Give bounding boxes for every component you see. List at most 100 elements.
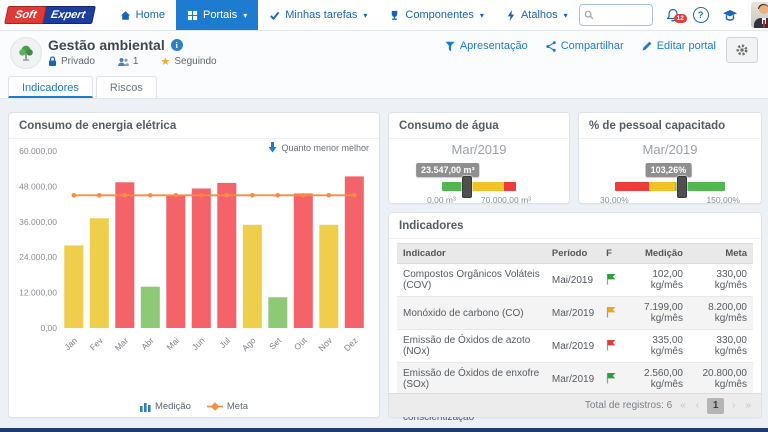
indicators-table: Indicador Período F Medição Meta Compost… (397, 243, 753, 432)
pagination-last[interactable]: » (745, 400, 751, 411)
svg-text:60.000,00: 60.000,00 (19, 146, 57, 156)
flag-icon (607, 372, 616, 383)
pagination-prev[interactable]: ‹ (695, 400, 700, 411)
logo-expert: Expert (40, 6, 97, 24)
table-row[interactable]: Monóxido de carbono (CO) Mar/2019 7.199,00… (397, 296, 753, 330)
notifications-button[interactable]: 12 (666, 8, 687, 23)
gauge-track: 103,26% (615, 163, 725, 198)
gauge-value-badge: 103,26% (645, 163, 692, 177)
table-row[interactable]: Emissão de Óxidos de enxofre (SOx) Mar/20… (397, 362, 753, 396)
cell-farol (600, 329, 626, 363)
cell-medicao: 102,00 kg/mês (625, 263, 689, 297)
cell-farol (600, 362, 626, 396)
line-diamond-icon (206, 402, 223, 411)
flag-icon (607, 306, 616, 317)
svg-text:Jul: Jul (217, 335, 232, 350)
navbar-right-group: 12 ? (578, 2, 768, 28)
legend-meta: Meta (206, 401, 248, 412)
table-row[interactable]: Emissão de Óxidos de azoto (NOx) Mar/2019… (397, 329, 753, 363)
col-farol[interactable]: F (600, 243, 626, 264)
table-header-row: Indicador Período F Medição Meta (397, 243, 753, 264)
nav-item-portais[interactable]: Portais ▾ (175, 0, 259, 30)
cell-periodo: Mar/2019 (545, 329, 601, 363)
svg-text:Nov: Nov (316, 335, 334, 353)
indicators-table-card: Indicadores Indicador Período F Medição … (388, 212, 762, 432)
caret-down-icon: ▾ (363, 10, 368, 20)
pagination-next[interactable]: › (732, 400, 736, 411)
water-gauge-card: Consumo de água Mar/2019 23.547,00 m³ 0,… (388, 112, 570, 205)
gauge-title: % de pessoal capacitado (579, 113, 761, 139)
col-medicao[interactable]: Medição (625, 243, 689, 264)
caret-down-icon: ▾ (563, 10, 568, 20)
nav-item-home[interactable]: Home (109, 0, 176, 30)
nav-item-atalhos[interactable]: Atalhos ▾ (495, 0, 579, 30)
caret-down-icon: ▾ (479, 10, 484, 20)
svg-text:Fev: Fev (88, 335, 106, 353)
bolt-icon (507, 9, 515, 21)
svg-text:36.000,00: 36.000,00 (19, 217, 57, 227)
svg-text:48.000,00: 48.000,00 (19, 181, 57, 191)
edit-portal-button[interactable]: Editar portal (642, 40, 716, 52)
chart-legend: Medição Meta (9, 401, 379, 412)
notification-count-badge: 12 (673, 13, 687, 23)
user-avatar[interactable] (750, 2, 768, 28)
tab-indicadores[interactable]: Indicadores (8, 76, 93, 98)
personnel-gauge-card: % de pessoal capacitado Mar/2019 103,26%… (578, 112, 762, 205)
svg-text:24.000,00: 24.000,00 (19, 252, 57, 262)
cell-indicador: Emissão de Óxidos de azoto (NOx) (397, 329, 546, 363)
col-periodo[interactable]: Período (545, 243, 601, 264)
svg-text:12.000,00: 12.000,00 (19, 288, 57, 298)
cell-medicao: 7.199,00 kg/mês (625, 296, 689, 330)
gauge-marker[interactable] (461, 176, 472, 198)
following-toggle[interactable]: ★ Seguindo (160, 55, 217, 68)
academy-button[interactable] (722, 9, 738, 22)
cell-farol (600, 263, 626, 297)
cell-meta: 20.800,00 kg/mês (688, 362, 753, 396)
softexpert-logo[interactable]: Soft Expert (4, 6, 97, 24)
search-input[interactable] (593, 8, 642, 22)
pagination-page-1[interactable]: 1 (707, 397, 725, 414)
presentation-button[interactable]: Apresentação (445, 40, 528, 52)
page-title: Gestão ambiental (48, 37, 165, 53)
gauge-period: Mar/2019 (642, 142, 698, 157)
trophy-icon (392, 10, 398, 20)
pencil-icon (642, 41, 652, 51)
cell-farol (600, 296, 626, 330)
gauge-track: 23.547,00 m³ (416, 163, 516, 198)
cell-medicao: 2.560,00 kg/mês (625, 362, 689, 396)
privacy-status: Privado (48, 56, 95, 67)
help-button[interactable]: ? (692, 7, 709, 23)
legend-medicao: Medição (139, 401, 191, 412)
pagination-first[interactable]: « (680, 400, 686, 411)
info-icon[interactable]: i (170, 39, 183, 51)
gauge-segments (615, 182, 725, 191)
page-footer-bar (0, 428, 768, 432)
table-row[interactable]: Compostos Orgânicos Voláteis (COV) Mai/20… (397, 263, 753, 297)
nav-item-componentes[interactable]: Componentes ▾ (378, 0, 495, 30)
col-meta[interactable]: Meta (688, 243, 753, 264)
cell-indicador: Emissão de Óxidos de enxofre (SOx) (397, 362, 546, 396)
svg-text:Mar: Mar (113, 335, 131, 353)
flag-icon (607, 339, 616, 350)
gauge-segments (442, 182, 516, 191)
nav-item-minhas-tarefas[interactable]: Minhas tarefas ▾ (258, 0, 378, 30)
tab-riscos[interactable]: Riscos (95, 76, 157, 98)
gauge-max-label: 150,00% (706, 195, 740, 205)
col-indicador[interactable]: Indicador (397, 243, 546, 264)
cell-periodo: Mar/2019 (545, 296, 601, 330)
portal-header: Gestão ambiental i Privado 1 ★ Seguindo … (0, 30, 768, 72)
cell-periodo: Mai/2019 (545, 263, 601, 297)
cell-indicador: Monóxido de carbono (CO) (397, 296, 546, 330)
portal-content: Consumo de energia elétrica Quanto menor… (0, 99, 768, 432)
flag-icon (607, 273, 616, 284)
home-icon (120, 10, 130, 20)
gauge-min-label: 0,00 m³ (427, 195, 456, 205)
gauge-marker[interactable] (677, 176, 688, 198)
share-button[interactable]: Compartilhar (546, 40, 624, 52)
svg-text:Jan: Jan (62, 335, 79, 352)
followers-count: 1 (117, 56, 138, 67)
search-box[interactable] (578, 4, 653, 26)
portal-settings-button[interactable] (726, 37, 758, 63)
total-records-label: Total de registros: 6 (584, 400, 673, 411)
